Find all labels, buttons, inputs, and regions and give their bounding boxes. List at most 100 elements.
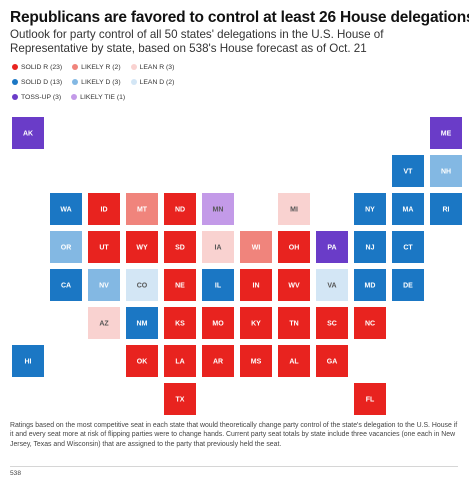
legend-label: TOSS-UP (3)	[21, 93, 62, 101]
legend-swatch	[72, 64, 79, 70]
state-label: PA	[327, 245, 336, 252]
state-label: IN	[253, 283, 260, 290]
state-tile-fill	[126, 231, 158, 263]
legend-swatch	[12, 64, 18, 70]
legend-item-lean-d: LEAN D (2)	[130, 78, 175, 86]
state-tile-fill	[392, 155, 424, 187]
legend-swatch	[72, 79, 79, 85]
state-tile-fill	[316, 345, 348, 377]
state-tile-ok: OK	[126, 345, 158, 377]
state-tile-fill	[278, 269, 310, 301]
legend-label: LIKELY D (3)	[81, 78, 121, 86]
state-tile-fill	[164, 345, 196, 377]
state-tile-pa: PA	[316, 231, 348, 263]
state-tile-la: LA	[164, 345, 196, 377]
state-tile-fill	[202, 345, 234, 377]
state-label: NV	[99, 283, 109, 290]
state-tile-ga: GA	[316, 345, 348, 377]
state-label: CT	[403, 245, 413, 252]
legend-row: TOSS-UP (3) LIKELY TIE (1)	[12, 91, 125, 103]
state-tile-az: AZ	[88, 307, 120, 339]
state-tile-tn: TN	[278, 307, 310, 339]
state-label: MS	[251, 359, 262, 366]
state-tile-nc: NC	[354, 307, 386, 339]
state-tile-fill	[202, 231, 234, 263]
state-label: WI	[252, 245, 261, 252]
state-label: TX	[176, 397, 185, 404]
state-label: MO	[212, 321, 224, 328]
state-tile-md: MD	[354, 269, 386, 301]
state-label: ID	[101, 207, 108, 214]
state-label: CO	[137, 283, 148, 290]
state-label: CA	[61, 283, 71, 290]
state-tile-fill	[354, 383, 386, 415]
source-label: 538	[10, 470, 22, 477]
state-tile-fill	[430, 193, 462, 225]
state-tile-fill	[164, 307, 196, 339]
legend-swatch	[130, 79, 137, 85]
state-label: KY	[251, 321, 261, 328]
state-label: ME	[441, 131, 452, 138]
state-label: FL	[366, 397, 375, 404]
state-label: NE	[175, 283, 185, 290]
state-tile-fill	[278, 231, 310, 263]
state-label: NY	[365, 207, 375, 214]
state-tile-fill	[202, 193, 234, 225]
legend-label: LEAN D (2)	[139, 78, 175, 86]
legend-swatch	[130, 64, 137, 70]
state-label: IA	[215, 245, 222, 252]
state-tile-fill	[12, 117, 44, 149]
state-tile-fill	[50, 231, 82, 263]
state-tile-ks: KS	[164, 307, 196, 339]
state-tile-fill	[164, 383, 196, 415]
state-tile-fill	[164, 231, 196, 263]
state-tile-mi: MI	[278, 193, 310, 225]
state-tile-sc: SC	[316, 307, 348, 339]
legend-swatch	[12, 94, 18, 100]
state-label: HI	[25, 359, 32, 366]
state-label: TN	[289, 321, 298, 328]
state-tile-or: OR	[50, 231, 82, 263]
state-label: KS	[175, 321, 185, 328]
state-tile-fill	[392, 269, 424, 301]
state-tile-fill	[202, 269, 234, 301]
legend-swatch	[12, 79, 18, 85]
state-label: NJ	[366, 245, 375, 252]
state-tile-nd: ND	[164, 193, 196, 225]
state-tile-de: DE	[392, 269, 424, 301]
state-tile-nv: NV	[88, 269, 120, 301]
state-label: AK	[23, 131, 33, 138]
state-tile-fill	[278, 345, 310, 377]
state-tile-ky: KY	[240, 307, 272, 339]
state-tile-nj: NJ	[354, 231, 386, 263]
state-label: AR	[213, 359, 223, 366]
state-tile-va: VA	[316, 269, 348, 301]
state-label: GA	[327, 359, 338, 366]
state-tile-fill	[240, 307, 272, 339]
state-tile-id: ID	[88, 193, 120, 225]
state-tile-fill	[240, 231, 272, 263]
legend-row: SOLID D (13) LIKELY D (3) LEAN D (2)	[12, 76, 174, 88]
state-tile-fill	[354, 231, 386, 263]
state-label: LA	[175, 359, 184, 366]
state-label: MD	[365, 283, 376, 290]
state-label: VT	[404, 169, 414, 176]
state-tile-tx: TX	[164, 383, 196, 415]
legend-label: SOLID D (13)	[21, 78, 63, 86]
legend-label: LEAN R (3)	[139, 63, 175, 71]
state-label: MI	[290, 207, 298, 214]
state-tile-fill	[354, 307, 386, 339]
state-tile-in: IN	[240, 269, 272, 301]
state-label: WA	[60, 207, 71, 214]
legend-item-solid-d: SOLID D (13)	[12, 79, 62, 86]
state-tile-fill	[126, 269, 158, 301]
footnote: Ratings based on the most competitive se…	[10, 422, 458, 448]
state-tile-ri: RI	[430, 193, 462, 225]
state-label: WV	[288, 283, 300, 290]
chart-title: Republicans are favored to control at le…	[10, 9, 469, 26]
state-tile-fill	[12, 345, 44, 377]
state-tile-nh: NH	[430, 155, 462, 187]
state-tile-fill	[240, 345, 272, 377]
state-label: DE	[403, 283, 413, 290]
